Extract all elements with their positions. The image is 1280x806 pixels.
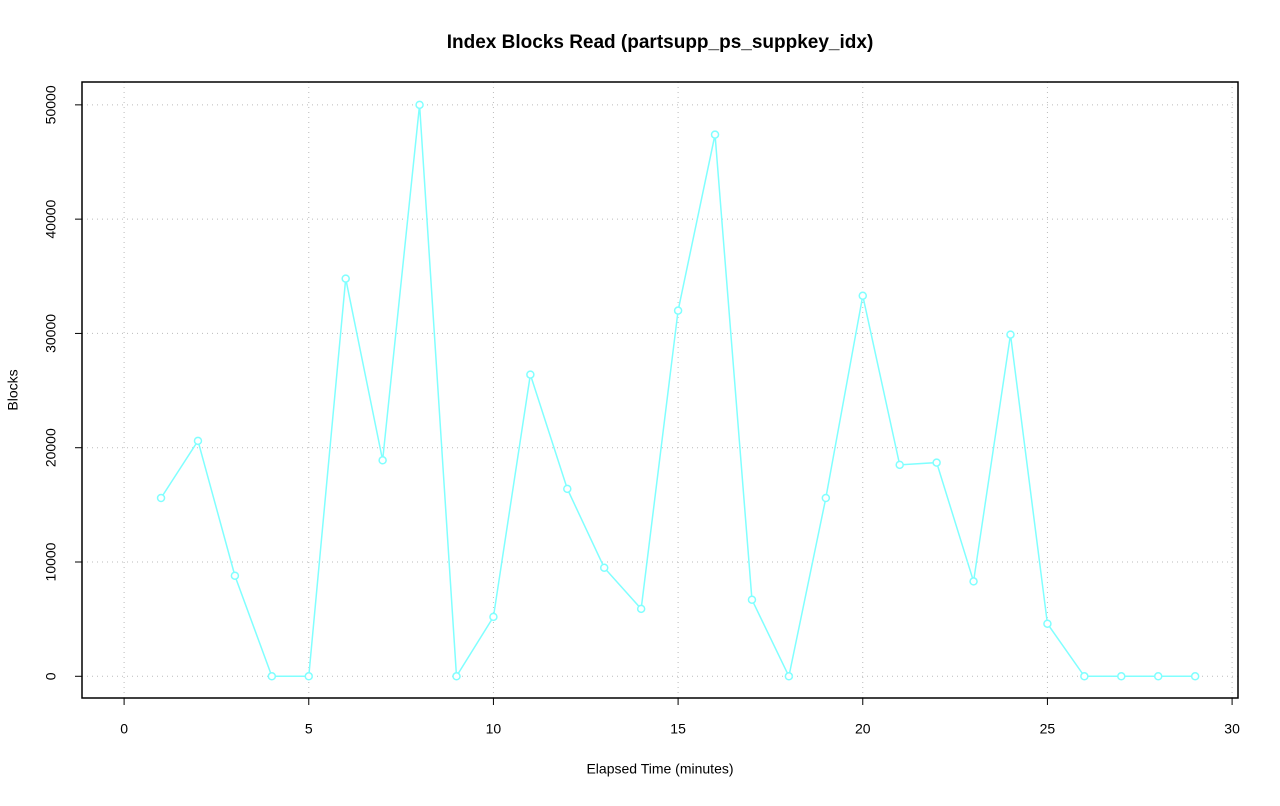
point [378,456,387,465]
point [673,306,683,315]
point [784,672,794,681]
point [1153,672,1163,681]
point [415,100,424,110]
point [341,274,350,283]
x-tick-label: 10 [486,721,502,737]
chart-title: Index Blocks Read (partsupp_ps_suppkey_i… [447,32,874,53]
point [895,460,904,470]
y-tick-label: 30000 [43,314,59,353]
y-tick-label: 50000 [43,85,59,124]
point [489,612,498,622]
point [969,577,978,586]
plot-frame [81,81,1239,699]
point [858,291,868,300]
point [1190,672,1200,681]
point [452,672,461,681]
point [599,563,609,572]
point [1006,330,1015,339]
point [230,571,240,580]
point [304,672,314,681]
point [1117,672,1126,681]
point [1043,619,1052,628]
x-tick-label: 25 [1040,721,1056,737]
x-tick-label: 0 [120,721,128,737]
point [193,436,203,446]
x-axis-label: Elapsed Time (minutes) [586,761,733,777]
point [156,493,166,503]
y-tick-label: 40000 [43,199,59,238]
point [747,595,757,604]
point [932,458,941,467]
x-tick-label: 30 [1224,721,1240,737]
x-tick-label: 20 [855,721,871,737]
point [267,672,277,681]
x-tick-label: 15 [670,721,686,737]
y-tick-label: 20000 [43,428,59,467]
y-axis-label: Blocks [5,369,21,410]
point [526,370,535,379]
point [636,604,646,614]
y-tick-label: 10000 [43,542,59,581]
point [710,130,720,139]
point [563,484,572,494]
point [821,493,831,503]
y-tick-label: 0 [43,672,59,680]
x-tick-label: 5 [305,721,313,737]
point [1080,672,1089,681]
